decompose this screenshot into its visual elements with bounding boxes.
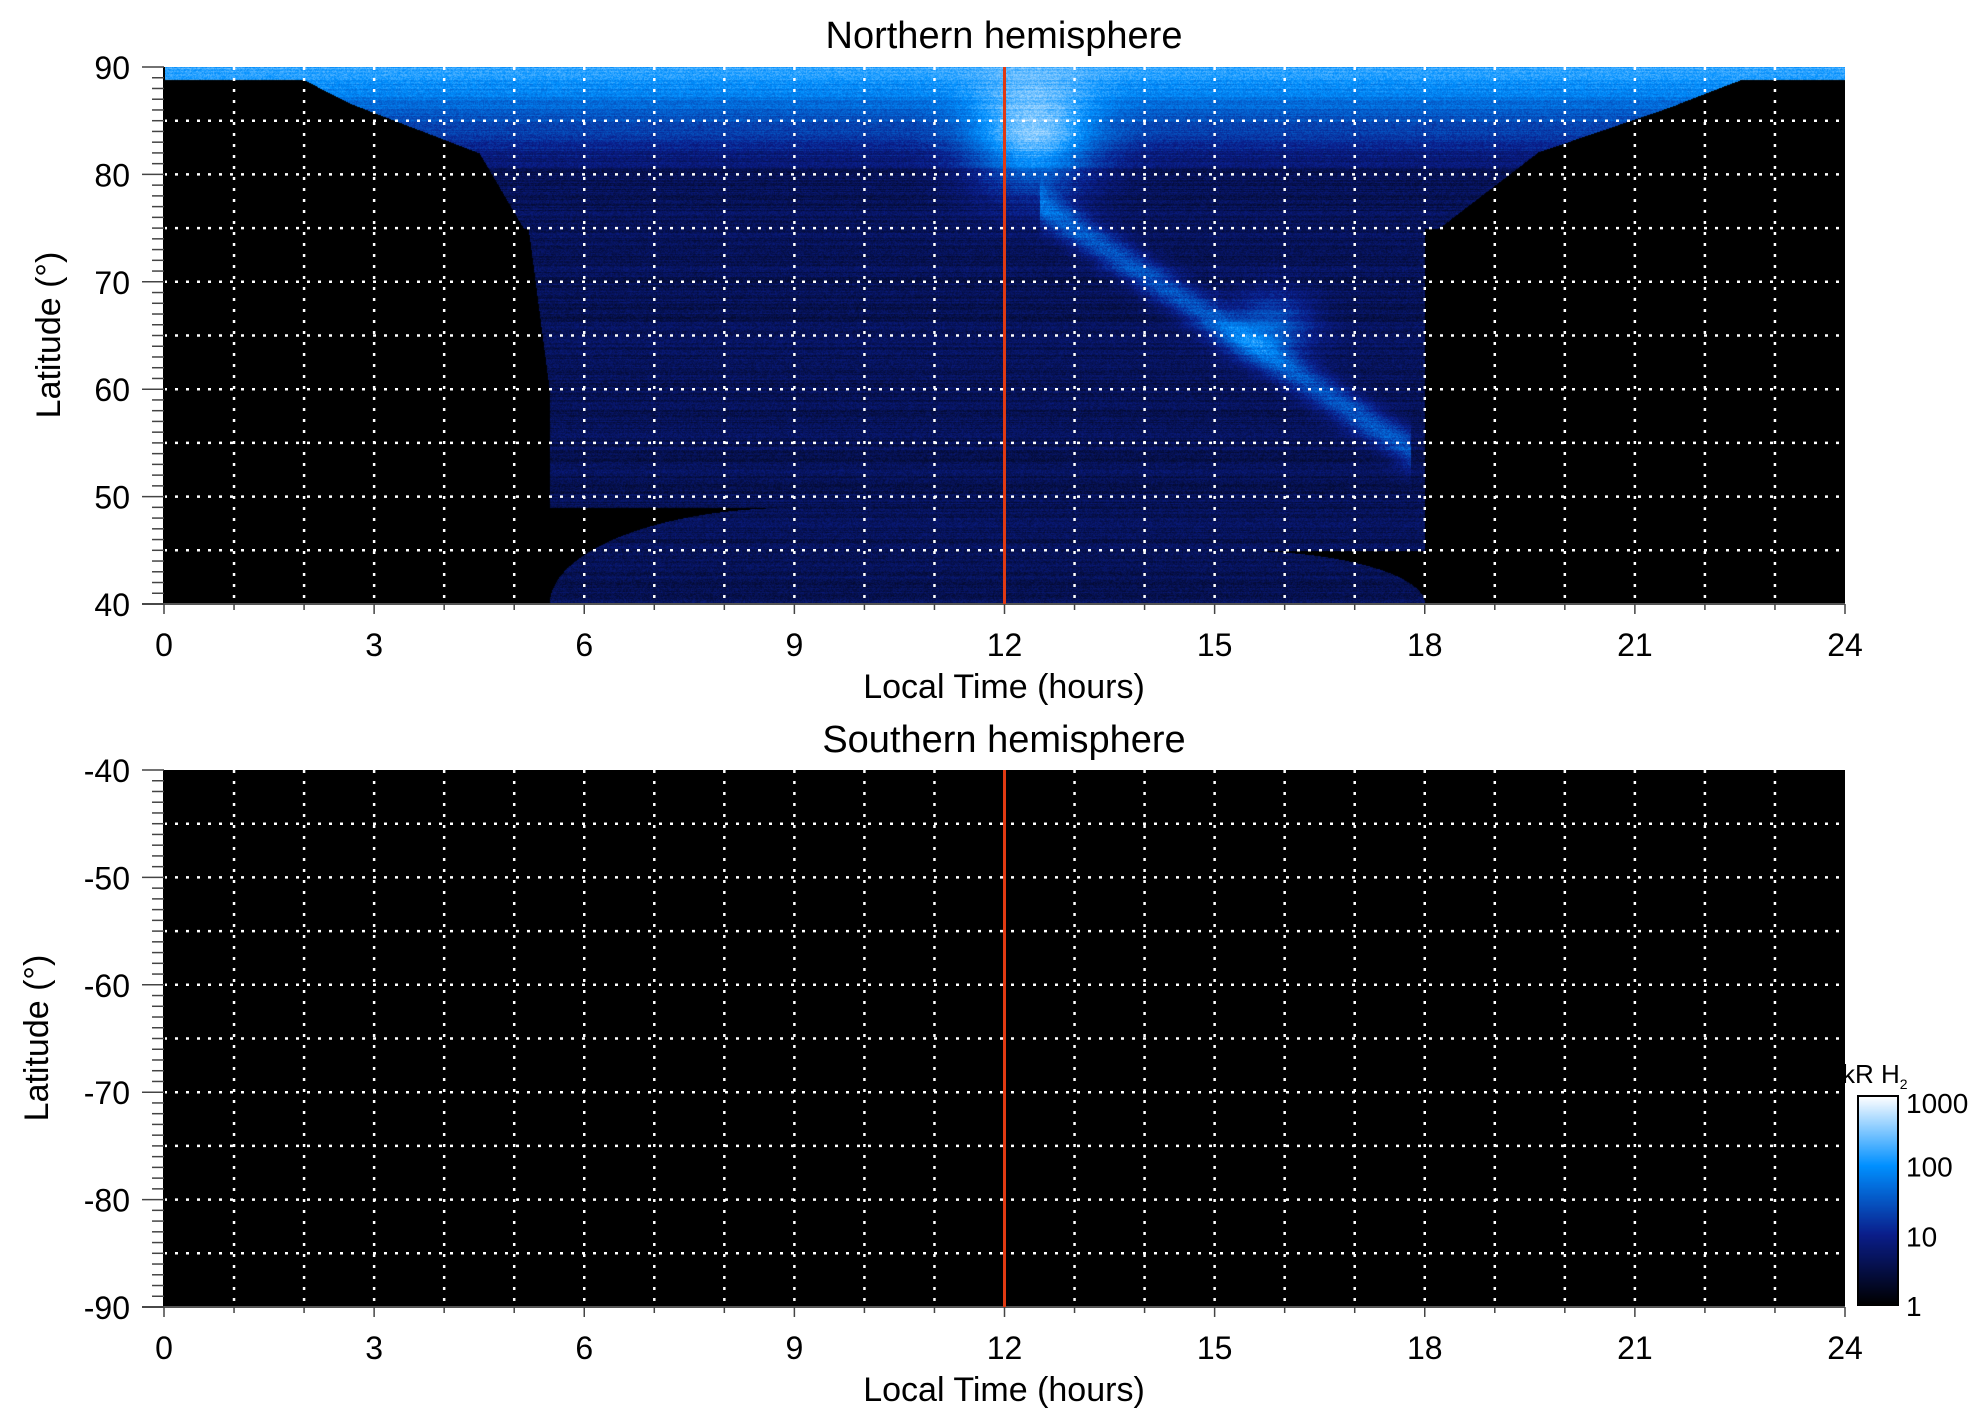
x-tick-label: 15 <box>1197 627 1233 663</box>
x-tick-label: 0 <box>155 1330 173 1366</box>
y-tick-label: -90 <box>84 1290 130 1326</box>
y-tick-label: 50 <box>94 480 130 516</box>
colorbar-label: kR H2 <box>1842 1059 1908 1092</box>
y-tick-label: 90 <box>94 50 130 86</box>
y-tick-label: -40 <box>84 753 130 789</box>
x-tick-label: 3 <box>365 627 383 663</box>
colorbar-ticks: 1000 100 10 1 <box>1906 1088 1968 1322</box>
x-tick-label: 9 <box>785 627 803 663</box>
south-x-axis-label: Local Time (hours) <box>863 1371 1145 1409</box>
colorbar-tick-label: 1 <box>1906 1291 1922 1322</box>
y-tick-label: 40 <box>94 587 130 623</box>
x-tick-label: 0 <box>155 627 173 663</box>
x-tick-label: 21 <box>1617 627 1653 663</box>
y-tick-label: -50 <box>84 860 130 896</box>
x-tick-label: 24 <box>1827 627 1863 663</box>
colorbar-gradient <box>1858 1096 1898 1305</box>
y-tick-label: 80 <box>94 157 130 193</box>
x-tick-label: 18 <box>1407 627 1443 663</box>
colorbar-tick-label: 100 <box>1906 1152 1953 1183</box>
x-tick-label: 9 <box>785 1330 803 1366</box>
x-tick-label: 3 <box>365 1330 383 1366</box>
x-tick-label: 15 <box>1197 1330 1233 1366</box>
north-grid <box>164 67 1845 604</box>
x-tick-label: 21 <box>1617 1330 1653 1366</box>
north-y-axis-label: Latitude (°) <box>30 252 68 419</box>
y-tick-label: -60 <box>84 968 130 1004</box>
x-tick-label: 12 <box>987 1330 1023 1366</box>
colorbar-tick-label: 10 <box>1906 1221 1937 1252</box>
colorbar: kR H2 1000 100 10 1 <box>1842 1059 1968 1322</box>
y-tick-label: -80 <box>84 1183 130 1219</box>
south-grid <box>164 770 1845 1307</box>
south-panel: Southern hemisphere Local Time (hours) L… <box>18 719 1863 1409</box>
x-tick-label: 6 <box>575 627 593 663</box>
colorbar-frame <box>1857 1095 1899 1306</box>
x-tick-label: 6 <box>575 1330 593 1366</box>
y-tick-label: 70 <box>94 265 130 301</box>
x-tick-label: 12 <box>987 627 1023 663</box>
north-panel: Northern hemisphere Local Time (hours) L… <box>30 15 1863 706</box>
y-tick-label: 60 <box>94 372 130 408</box>
y-tick-label: -70 <box>84 1075 130 1111</box>
x-tick-label: 18 <box>1407 1330 1443 1366</box>
south-axis-ticks: 0 3 6 9 12 15 18 21 24 -40 -50 -60 -70 -80 -90 <box>84 753 1863 1366</box>
x-tick-label: 24 <box>1827 1330 1863 1366</box>
south-y-axis-label: Latitude (°) <box>18 955 56 1122</box>
north-axis-ticks: 0 3 6 9 12 15 18 21 24 40 50 60 70 80 90 <box>94 50 1862 663</box>
colorbar-tick-label: 1000 <box>1906 1088 1968 1119</box>
north-x-axis-label: Local Time (hours) <box>863 668 1145 706</box>
north-title: Northern hemisphere <box>826 15 1183 57</box>
south-title: Southern hemisphere <box>822 719 1185 761</box>
